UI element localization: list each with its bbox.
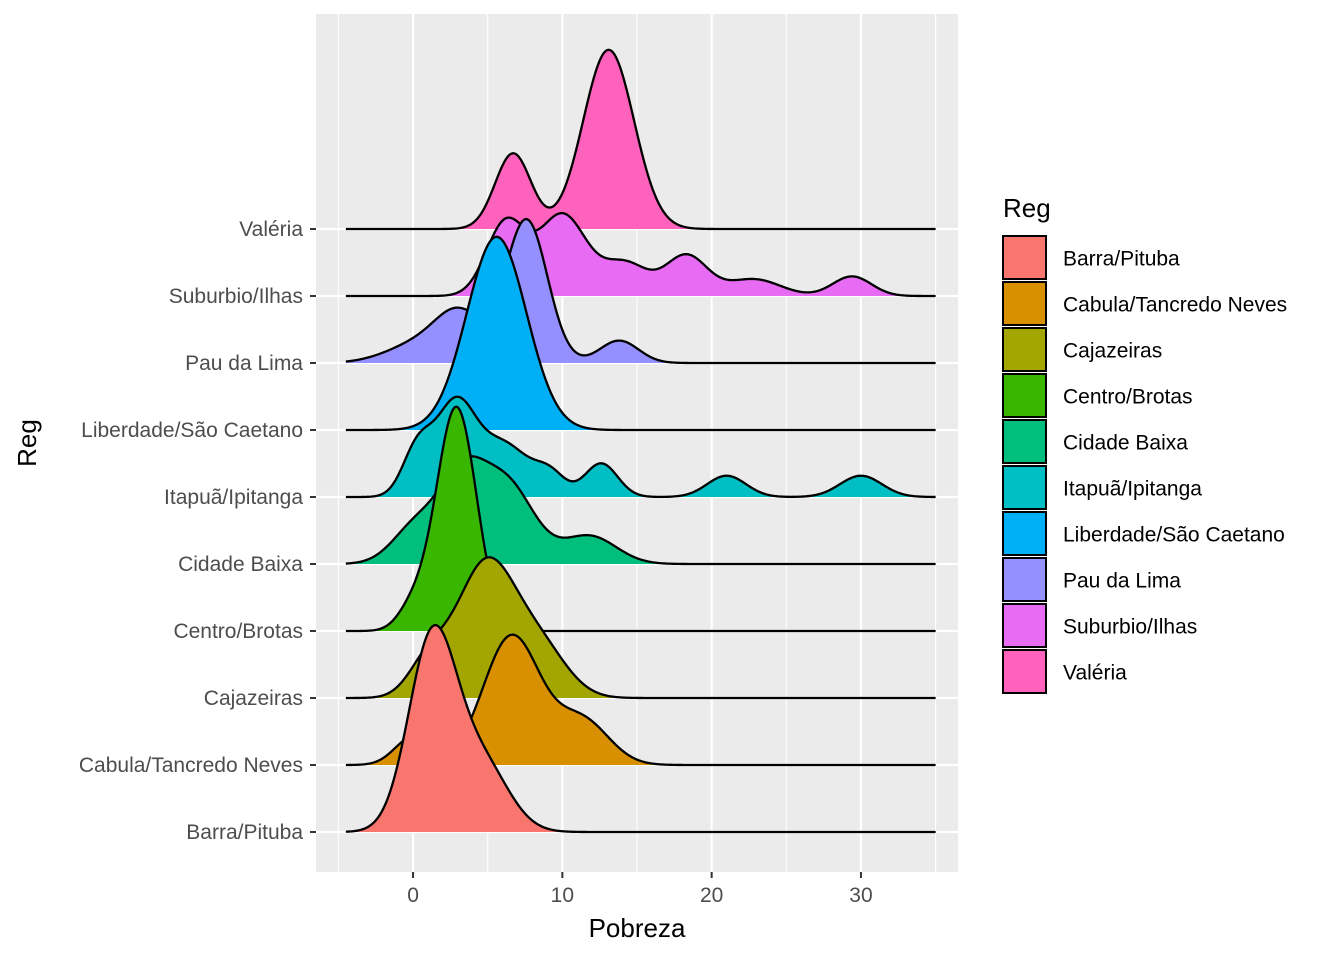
legend-label: Cajazeiras (1063, 340, 1162, 363)
ridge-line-cajazeiras (345, 556, 936, 700)
y-tick-label: Cabula/Tancredo Neves (79, 754, 303, 777)
ridge-fill-barra-pituba (345, 625, 936, 832)
legend-label: Barra/Pituba (1063, 248, 1180, 271)
x-tick-label: 30 (849, 884, 872, 907)
legend-key (1002, 465, 1047, 510)
ridge-line-liberdade-s-o-caetano (345, 235, 936, 432)
legend-label: Pau da Lima (1063, 570, 1181, 593)
y-tick-label: Suburbio/Ilhas (169, 285, 303, 308)
legend-key (1002, 419, 1047, 464)
legend-label: Cidade Baixa (1063, 432, 1188, 455)
ridge-fill-cabula-tancredo-neves (345, 634, 936, 765)
legend-key (1002, 649, 1047, 694)
legend-label: Valéria (1063, 662, 1127, 685)
y-tick-label: Pau da Lima (185, 352, 303, 375)
legend-key (1002, 511, 1047, 556)
y-tick-label: Centro/Brotas (173, 620, 303, 643)
ridge-line-pau-da-lima (345, 217, 936, 365)
ridge-line-itapu-ipitanga (345, 395, 936, 499)
ridge-line-centro-brotas (345, 405, 936, 633)
legend-label: Cabula/Tancredo Neves (1063, 294, 1287, 317)
ridge-fill-cidade-baixa (345, 456, 936, 564)
x-axis-title: Pobreza (589, 913, 686, 943)
y-axis-title: Reg (12, 419, 42, 467)
x-tick-label: 10 (551, 884, 574, 907)
legend-label: Suburbio/Ilhas (1063, 616, 1197, 639)
legend-title: Reg (1003, 193, 1051, 223)
y-tick-label: Barra/Pituba (186, 821, 303, 844)
x-tick-label: 20 (700, 884, 723, 907)
legend-label: Itapuã/Ipitanga (1063, 478, 1202, 501)
ridge-line-barra-pituba (345, 623, 936, 834)
x-tick-label: 0 (407, 884, 419, 907)
legend-key (1002, 281, 1047, 326)
legend-key (1002, 327, 1047, 372)
y-tick-label: Liberdade/São Caetano (81, 419, 303, 442)
y-tick-label: Valéria (239, 218, 303, 241)
y-tick-label: Cidade Baixa (178, 553, 303, 576)
legend-label: Centro/Brotas (1063, 386, 1193, 409)
ridge-fill-liberdade-s-o-caetano (345, 236, 936, 430)
y-tick-label: Cajazeiras (204, 687, 303, 710)
ridge-fill-centro-brotas (345, 406, 936, 631)
ridge-line-suburbio-ilhas (345, 211, 936, 298)
legend-label: Liberdade/São Caetano (1063, 524, 1285, 547)
ridge-fill-val-ria (345, 49, 936, 229)
y-tick-label: Itapuã/Ipitanga (164, 486, 303, 509)
legend-key (1002, 373, 1047, 418)
ridge-line-val-ria (345, 48, 936, 231)
legend-key (1002, 235, 1047, 280)
legend-key (1002, 603, 1047, 648)
legend-key (1002, 557, 1047, 602)
